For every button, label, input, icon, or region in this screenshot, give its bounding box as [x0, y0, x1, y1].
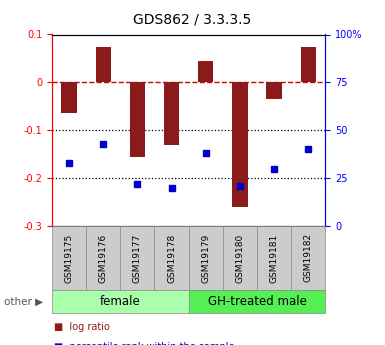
- Text: GDS862 / 3.3.3.5: GDS862 / 3.3.3.5: [133, 12, 252, 26]
- Text: ■  percentile rank within the sample: ■ percentile rank within the sample: [54, 342, 234, 345]
- Bar: [301, 47, 316, 82]
- Text: GSM19178: GSM19178: [167, 233, 176, 283]
- Bar: [95, 47, 111, 82]
- Bar: [61, 82, 77, 114]
- Text: GSM19177: GSM19177: [133, 233, 142, 283]
- Text: GSM19175: GSM19175: [65, 233, 74, 283]
- Bar: [266, 82, 282, 99]
- Text: GSM19181: GSM19181: [270, 233, 279, 283]
- Text: GSM19182: GSM19182: [304, 233, 313, 283]
- Text: GSM19180: GSM19180: [235, 233, 244, 283]
- Text: GH-treated male: GH-treated male: [208, 295, 306, 308]
- Bar: [232, 82, 248, 207]
- Text: GSM19179: GSM19179: [201, 233, 210, 283]
- Text: GSM19176: GSM19176: [99, 233, 108, 283]
- Bar: [164, 82, 179, 145]
- Text: ■  log ratio: ■ log ratio: [54, 322, 110, 332]
- Bar: [130, 82, 145, 157]
- Bar: [198, 61, 213, 82]
- Text: other ▶: other ▶: [4, 297, 43, 306]
- Text: female: female: [100, 295, 141, 308]
